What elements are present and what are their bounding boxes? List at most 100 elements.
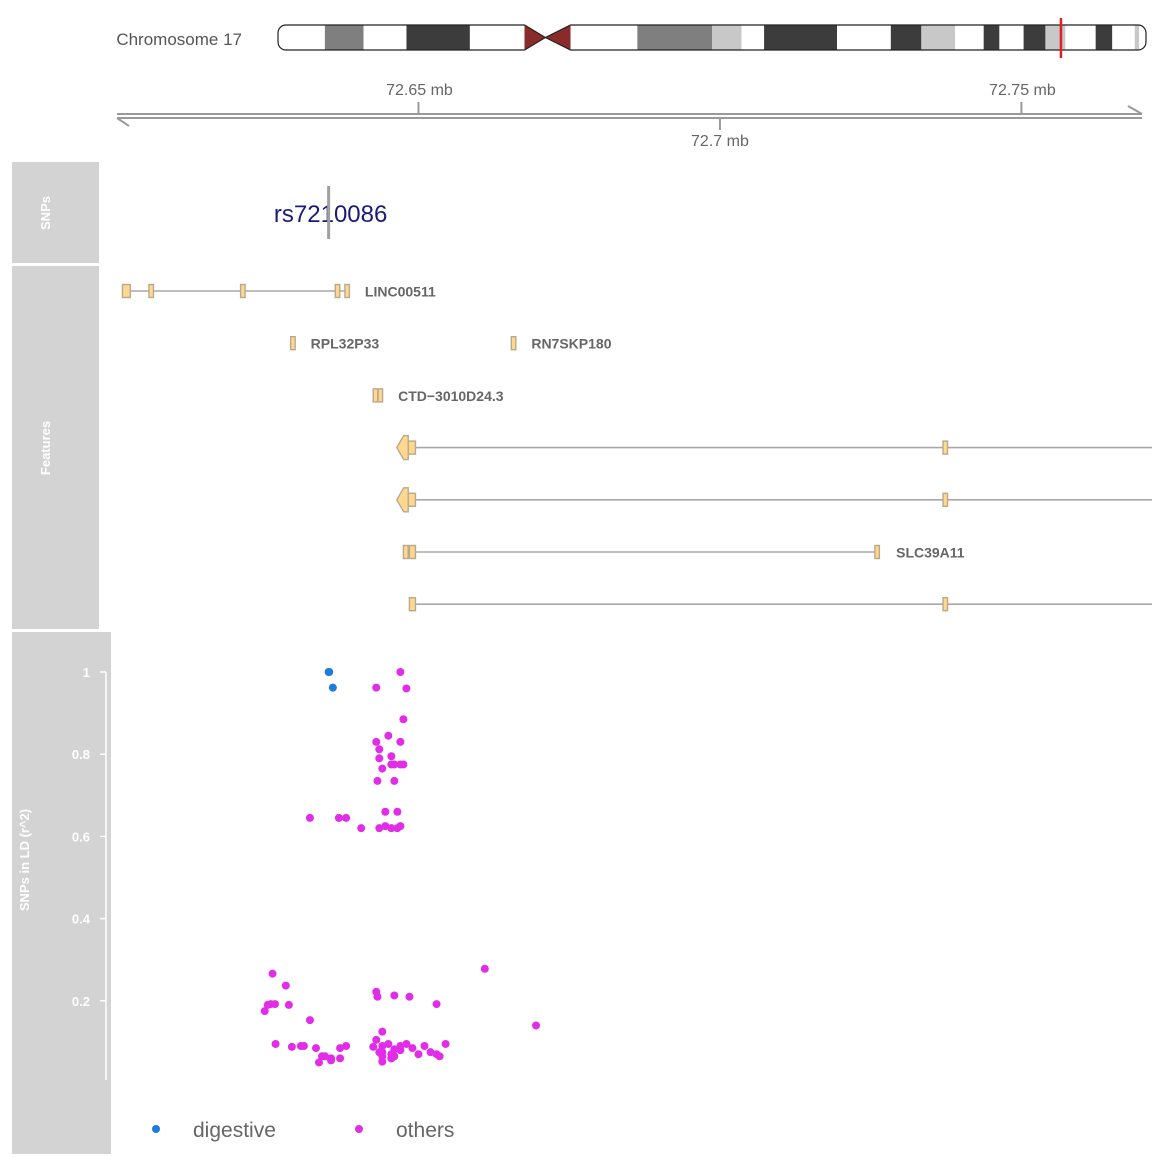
- ld-point-others: [381, 807, 390, 816]
- features-track-panel: [12, 266, 99, 629]
- ideogram-bands: [277, 18, 1147, 58]
- ld-point-others: [378, 1042, 387, 1051]
- transcript: RPL32P33: [289, 336, 380, 352]
- ld-point-others: [396, 668, 405, 676]
- ld-point-others: [268, 969, 277, 978]
- transcript: [408, 597, 1152, 612]
- ld-point-others: [263, 1000, 272, 1009]
- ld-point-others: [480, 964, 489, 973]
- chromosome-label: Chromosome 17: [116, 30, 242, 49]
- ld-track-title: SNPs in LD (r^2): [17, 809, 32, 911]
- gene-label: RN7SKP180: [531, 336, 611, 352]
- snp-marker-label: rs7210086: [274, 201, 387, 228]
- track-panels: SNPs Features SNPs in LD (r^2): [12, 162, 111, 1154]
- ideogram-band: [363, 25, 407, 50]
- gene-label: RPL32P33: [311, 336, 380, 352]
- ld-point-others: [378, 764, 387, 773]
- ld-point-others: [393, 807, 402, 816]
- axis-tick-label: 72.65 mb: [386, 82, 453, 99]
- ld-point-others: [435, 1052, 444, 1061]
- ld-y-tick-label: 1: [83, 665, 90, 680]
- exon: [289, 336, 296, 351]
- exon: [121, 283, 131, 299]
- ld-point-others: [426, 1048, 435, 1057]
- ideogram-band: [1139, 25, 1146, 50]
- ideogram-band: [1045, 25, 1066, 50]
- ideogram-band: [278, 25, 326, 50]
- exon: [239, 283, 246, 299]
- ld-point-others: [387, 752, 396, 761]
- exon: [510, 336, 517, 351]
- ideogram-band-group: [278, 25, 1146, 50]
- ld-point-others: [396, 737, 405, 746]
- chromosome-ideogram: Chromosome 17: [116, 18, 1147, 58]
- ld-point-others: [399, 715, 408, 724]
- ld-point-others: [390, 1045, 399, 1054]
- ld-point-others: [321, 1052, 330, 1061]
- ideogram-band: [1112, 25, 1136, 50]
- legend: digestive others: [152, 1119, 454, 1142]
- ld-point-others: [375, 754, 384, 763]
- axis-tick-label: 72.7 mb: [691, 133, 749, 150]
- ld-point-others: [390, 776, 399, 785]
- legend-marker-digestive: [152, 1125, 160, 1133]
- exon: [408, 597, 417, 612]
- ld-point-others: [271, 1039, 280, 1048]
- ld-point-others: [372, 1035, 381, 1044]
- ld-point-others: [311, 1044, 320, 1053]
- transcript: LINC00511: [121, 283, 436, 300]
- ld-y-tick-label: 0.6: [72, 829, 90, 844]
- transcript: CTD−3010D24.3: [372, 388, 504, 404]
- ld-point-others: [314, 1058, 323, 1067]
- exon: [334, 283, 341, 299]
- exon: [377, 388, 384, 403]
- ideogram-band: [741, 25, 765, 50]
- ld-y-tick-label: 0.8: [72, 747, 90, 762]
- ld-y-axis: 0.2 0.4 0.6 0.8 1: [72, 665, 107, 1080]
- ld-point-others: [375, 824, 384, 833]
- ld-point-others: [390, 991, 399, 1000]
- gene-label: CTD−3010D24.3: [398, 388, 504, 404]
- exon: [874, 544, 881, 560]
- ld-point-others: [441, 1039, 450, 1048]
- ld-point-others: [396, 822, 405, 831]
- ld-point-others: [260, 1007, 269, 1016]
- ld-point-others: [432, 1000, 441, 1009]
- ideogram-band: [999, 25, 1025, 50]
- ld-point-others: [369, 1042, 378, 1051]
- ld-point-others: [372, 737, 381, 746]
- features-track-title: Features: [38, 421, 53, 475]
- exon: [408, 544, 417, 560]
- ld-point-others: [296, 1042, 305, 1051]
- ideogram-band: [764, 25, 838, 50]
- ideogram-band: [955, 25, 985, 50]
- ld-point-others: [342, 813, 351, 822]
- ld-point-others: [387, 760, 396, 769]
- ideogram-band: [469, 25, 526, 50]
- axis-tick-label: 72.75 mb: [989, 82, 1056, 99]
- ld-point-others: [405, 992, 414, 1001]
- centromere-left: [524, 25, 546, 50]
- legend-label-digestive: digestive: [193, 1119, 276, 1142]
- ld-point-others: [384, 731, 393, 740]
- ld-track-panel: [12, 632, 111, 1154]
- ld-point-others: [408, 1044, 417, 1053]
- exon: [344, 283, 351, 299]
- snps-track-title: SNPs: [38, 196, 53, 230]
- snp-track: rs7210086: [274, 186, 387, 239]
- exon: [942, 597, 949, 612]
- feature-track: LINC00511 RPL32P33 RN7SKP180 CTD−3010D24.3 S…: [121, 283, 1152, 612]
- ld-points: [260, 668, 541, 1067]
- ideogram-band: [406, 25, 471, 50]
- ld-point-others: [532, 1021, 541, 1030]
- ld-point-others: [357, 824, 366, 833]
- axis-arrow-left: [116, 117, 130, 127]
- ld-point-others: [305, 813, 314, 822]
- ideogram-band: [890, 25, 922, 50]
- ideogram-band: [637, 25, 713, 50]
- ideogram-outline: [277, 24, 1147, 51]
- ld-point-others: [373, 992, 382, 1001]
- ld-point-digestive: [325, 668, 334, 676]
- ld-point-others: [402, 684, 411, 693]
